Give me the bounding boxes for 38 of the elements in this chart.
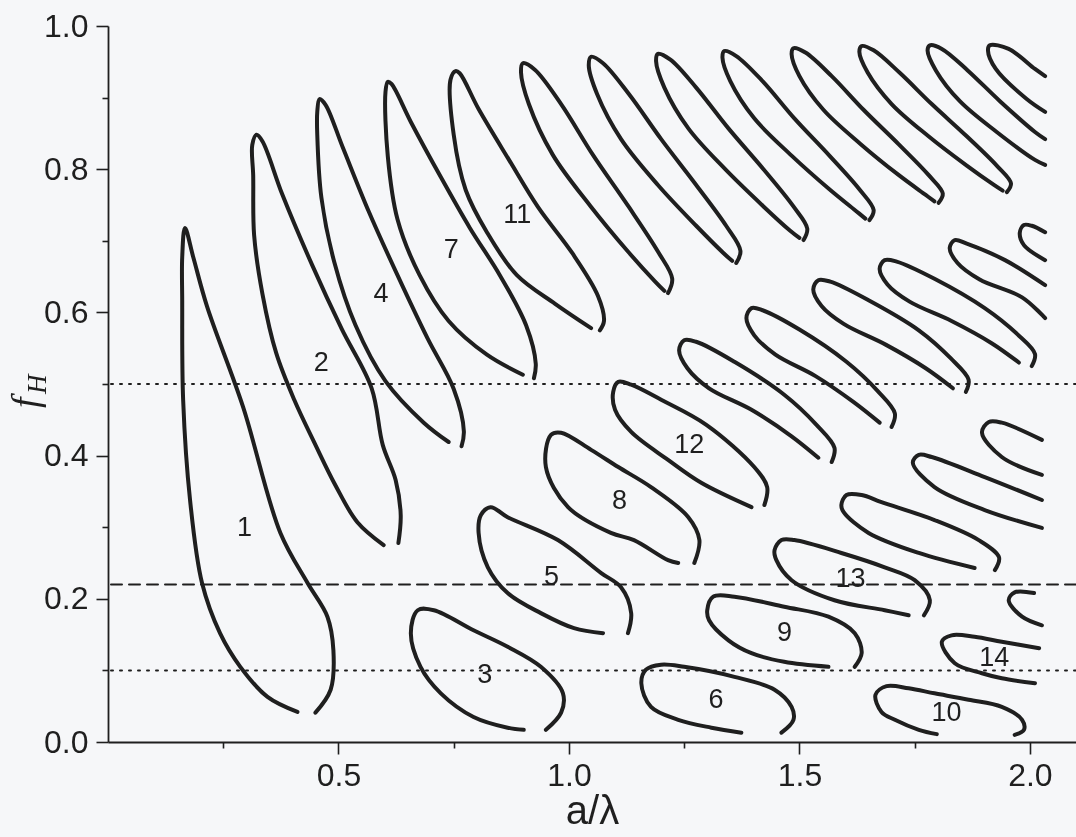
series-label: 9	[776, 616, 792, 647]
x-tick-label: 1.5	[777, 756, 823, 793]
y-axis-title: fH	[4, 373, 52, 408]
y-tick-label: 0.0	[44, 723, 89, 760]
series-label: 3	[477, 658, 493, 689]
series-label: 6	[708, 684, 724, 715]
line-series	[543, 430, 702, 565]
series-label: 4	[373, 278, 389, 309]
line-series	[789, 46, 945, 205]
series-label: 10	[931, 697, 962, 728]
y-tick-label: 0.2	[44, 580, 89, 617]
line-series	[586, 54, 743, 265]
line-series	[720, 49, 876, 223]
series-label: 8	[612, 485, 628, 516]
line-series	[979, 419, 1044, 477]
x-tick-label: 0.5	[316, 756, 362, 793]
line-series	[1017, 222, 1048, 263]
x-tick-label: 2.0	[1008, 756, 1053, 793]
series-label: 14	[979, 641, 1010, 672]
y-tick-label: 0.8	[44, 150, 89, 187]
y-tick-label: 1.0	[44, 7, 89, 44]
line-series	[1006, 589, 1044, 628]
line-series	[857, 43, 1014, 195]
line-series	[447, 69, 607, 333]
series-label: 11	[503, 199, 532, 230]
series-label: 1	[237, 512, 253, 543]
line-series	[925, 43, 1048, 167]
y-tick-label: 0.4	[44, 437, 89, 474]
line-series	[910, 452, 1044, 530]
line-series	[985, 42, 1048, 114]
line-series	[877, 257, 1038, 369]
y-tick-label: 0.6	[44, 293, 89, 330]
series-label: 12	[674, 429, 705, 460]
line-series	[873, 683, 1027, 737]
series-label: 7	[443, 234, 459, 265]
series-label: 2	[313, 346, 329, 377]
line-series	[947, 238, 1048, 321]
line-series	[654, 51, 810, 243]
